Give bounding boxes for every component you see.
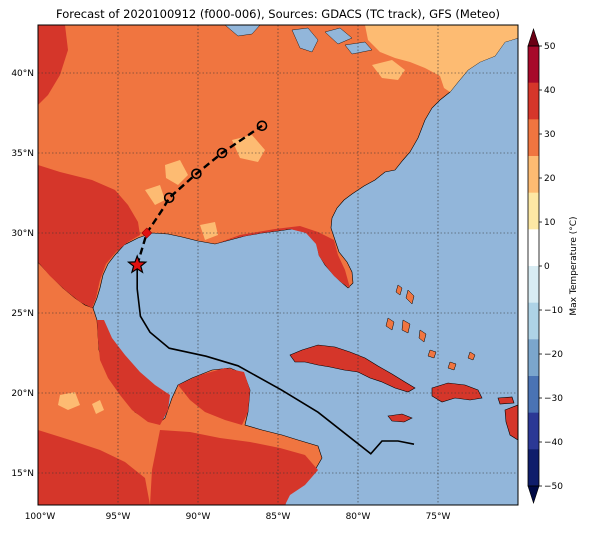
colorbar-swatch <box>528 412 539 450</box>
colorbar-tick-label: −10 <box>544 306 563 316</box>
x-axis-ticks: 100°W 95°W 90°W 85°W 80°W 75°W <box>25 512 451 522</box>
colorbar-swatch <box>528 376 539 414</box>
colorbar-tick-label: 30 <box>544 130 556 140</box>
x-tick-label: 90°W <box>186 512 211 522</box>
land-bahamas <box>385 284 476 371</box>
hot-regions <box>38 25 350 505</box>
colorbar-label: Max Temperature (°C) <box>569 216 579 315</box>
land-islands-east <box>504 404 518 441</box>
land-cuba <box>289 344 416 393</box>
y-axis-ticks: 15°N 20°N 25°N 30°N 35°N 40°N <box>11 69 34 479</box>
colorbar-swatch <box>528 156 539 194</box>
x-tick-label: 95°W <box>106 512 131 522</box>
colorbar: 50 40 30 20 10 0 −10 −20 −30 −40 −50 <box>527 28 563 504</box>
colorbar-swatch <box>528 46 539 84</box>
map-frame <box>37 24 519 506</box>
colorbar-swatch <box>528 266 539 304</box>
x-tick-label: 100°W <box>25 512 56 522</box>
y-tick-label: 15°N <box>11 469 34 479</box>
x-tick-label: 85°W <box>266 512 291 522</box>
colorbar-swatch <box>528 449 539 487</box>
figure-title: Forecast of 2020100912 (f000-006), Sourc… <box>56 7 500 21</box>
landfall-marker <box>141 227 153 239</box>
colorbar-tick-label: −20 <box>544 350 563 360</box>
storm-track-layer <box>126 120 415 455</box>
colorbar-swatch <box>528 119 539 157</box>
land-puerto-rico <box>497 396 515 405</box>
colorbar-swatch <box>528 339 539 377</box>
colorbar-swatch <box>528 82 539 120</box>
land-hispaniola <box>431 382 483 403</box>
y-tick-label: 25°N <box>11 309 34 319</box>
colorbar-tick-label: 40 <box>544 86 556 96</box>
y-tick-label: 20°N <box>11 389 34 399</box>
x-tick-label: 75°W <box>426 512 451 522</box>
colorbar-swatch <box>528 302 539 340</box>
current-position-star <box>126 254 148 274</box>
y-tick-label: 30°N <box>11 229 34 239</box>
colorbar-tick-label: 10 <box>544 218 556 228</box>
map-panel <box>38 25 518 505</box>
colorbar-swatch <box>528 229 539 267</box>
colorbar-tick-label: −40 <box>544 438 563 448</box>
forecast-position-marker <box>256 120 268 132</box>
forecast-position-marker <box>163 192 175 204</box>
observed-track-line <box>136 265 415 455</box>
forecast-position-marker <box>216 147 228 159</box>
colorbar-tick-label: 0 <box>544 262 550 272</box>
inland-lakes <box>224 25 373 55</box>
colorbar-swatch <box>528 192 539 230</box>
colorbar-tick-label: 50 <box>544 42 556 52</box>
gridlines <box>38 25 518 505</box>
colorbar-tick-label: −50 <box>544 482 563 492</box>
forecast-position-marker <box>191 168 202 180</box>
y-tick-label: 40°N <box>11 69 34 79</box>
x-tick-label: 80°W <box>346 512 371 522</box>
colorbar-tick-label: 20 <box>544 174 556 184</box>
land-jamaica <box>387 413 413 423</box>
colorbar-min-extend <box>527 485 540 504</box>
colorbar-tick-label: −30 <box>544 394 563 404</box>
colorbar-max-extend <box>527 28 540 47</box>
y-tick-label: 35°N <box>11 149 34 159</box>
